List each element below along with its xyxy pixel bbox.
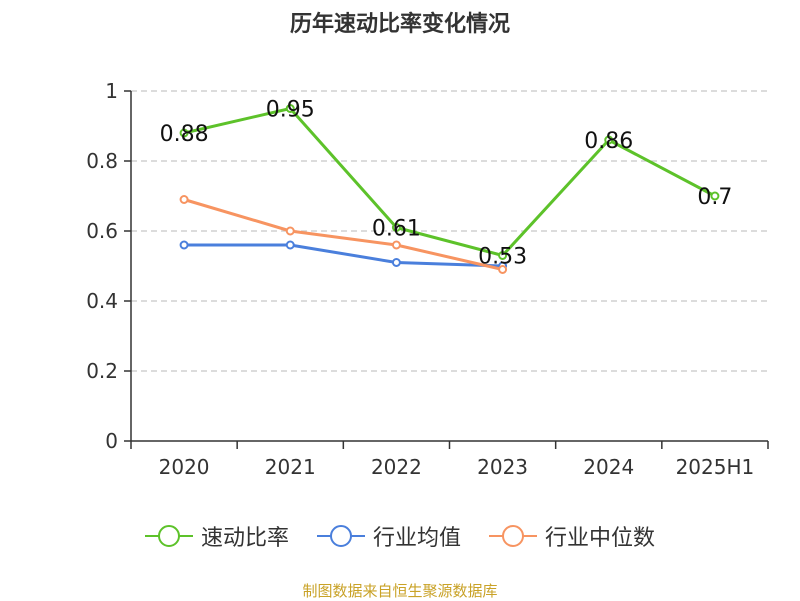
data-label: 0.88 <box>160 122 209 147</box>
x-tick-label: 2025H1 <box>676 455 755 479</box>
data-label: 0.7 <box>697 185 732 210</box>
data-point <box>498 265 508 274</box>
y-tick-label: 0.6 <box>86 219 118 243</box>
series-lines <box>179 104 720 274</box>
chart-title: 历年速动比率变化情况 <box>289 12 510 37</box>
legend: 速动比率 行业均值 行业中位数 <box>0 520 800 552</box>
legend-label-quick-ratio: 速动比率 <box>200 526 289 551</box>
data-point <box>285 240 295 250</box>
legend-marker-industry-mean <box>316 525 365 547</box>
data-point <box>391 258 401 267</box>
data-point <box>604 135 614 145</box>
data-label: 0.61 <box>372 217 421 242</box>
data-labels: 0.88 0.95 0.61 0.53 0.86 0.7 <box>160 98 733 270</box>
y-tick-label: 0.2 <box>86 359 118 383</box>
data-point <box>498 251 508 260</box>
data-point <box>285 226 295 236</box>
x-tick-label: 2022 <box>371 455 422 479</box>
data-point <box>391 223 401 232</box>
legend-label-industry-median: 行业中位数 <box>545 526 656 551</box>
data-point <box>285 104 295 113</box>
data-point <box>179 240 189 250</box>
y-tick-label: 1 <box>105 79 118 103</box>
x-tick-label: 2024 <box>583 455 634 479</box>
data-point <box>710 191 720 201</box>
legend-item-industry-mean[interactable]: 行业均值 <box>316 520 461 552</box>
x-tick-label: 2023 <box>477 455 528 479</box>
y-tick-label: 0.8 <box>86 149 118 173</box>
grid-lines <box>131 90 768 372</box>
series-line <box>183 198 503 271</box>
line-chart: 0 0.2 0.4 0.6 0.8 1 2020 2021 2022 2023 2024 2025H1… <box>86 79 769 479</box>
legend-label-industry-mean: 行业均值 <box>372 526 461 551</box>
series-line <box>184 243 503 268</box>
legend-item-quick-ratio[interactable]: 速动比率 <box>144 520 289 552</box>
x-tick-label: 2020 <box>159 455 210 479</box>
legend-marker-industry-median <box>489 525 537 547</box>
legend-marker-quick-ratio <box>144 525 193 547</box>
data-point <box>391 240 401 250</box>
data-label: 0.86 <box>584 129 633 154</box>
source-footer: 制图数据来自恒生聚源数据库 <box>302 582 498 600</box>
y-tick-label: 0 <box>105 429 118 453</box>
x-tick-label: 2021 <box>265 455 316 479</box>
legend-item-industry-median[interactable]: 行业中位数 <box>489 520 655 552</box>
data-point <box>179 195 189 204</box>
series-line <box>183 107 716 257</box>
data-label: 0.53 <box>478 245 527 270</box>
data-point <box>179 128 189 138</box>
data-label: 0.95 <box>266 98 315 123</box>
y-tick-label: 0.4 <box>86 289 118 313</box>
axes: 0 0.2 0.4 0.6 0.8 1 2020 2021 2022 2023 2024 2025H1 <box>86 79 769 479</box>
